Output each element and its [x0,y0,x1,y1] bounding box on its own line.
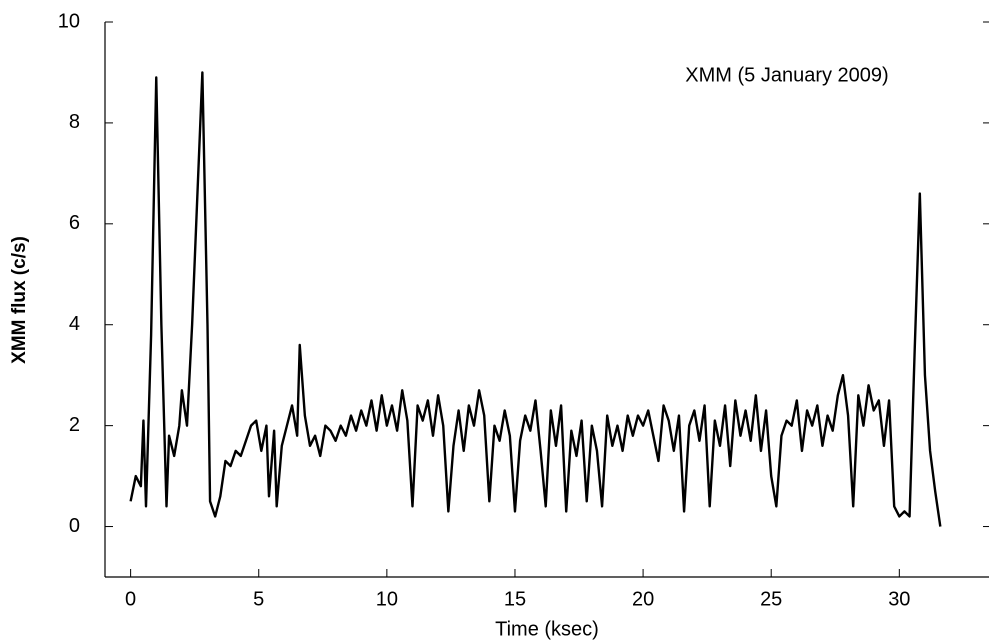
y-tick-label: 2 [69,414,80,436]
y-tick-label: 6 [69,212,80,234]
x-tick-label: 20 [632,588,654,610]
x-tick-label: 15 [504,588,526,610]
annotation: XMM (5 January 2009) [685,64,888,86]
y-tick-label: 8 [69,111,80,133]
x-tick-label: 10 [376,588,398,610]
light-curve [129,71,942,527]
x-tick-label: 0 [125,588,136,610]
y-tick-label: 4 [69,313,80,335]
x-axis-label: Time (ksec) [495,618,599,640]
y-tick-label: 0 [69,515,80,537]
x-tick-label: 25 [760,588,782,610]
y-tick-label: 10 [58,10,80,32]
y-axis-label: XMM flux (c/s) [9,236,30,364]
x-tick-label: 5 [253,588,264,610]
x-tick-label: 30 [888,588,910,610]
